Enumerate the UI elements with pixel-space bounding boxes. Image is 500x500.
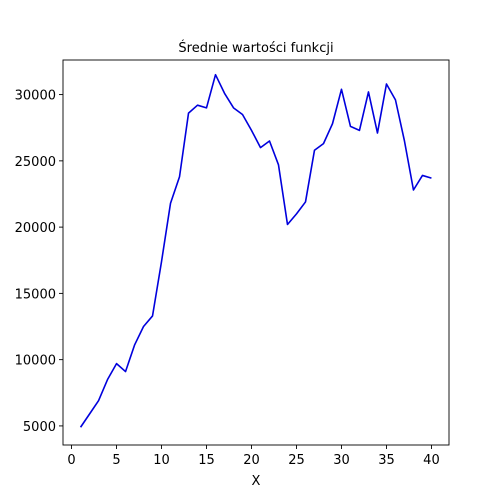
x-tick-label: 0 <box>67 453 75 468</box>
y-tick-label: 20000 <box>15 221 56 236</box>
y-axis-ticks: 5000 10000 15000 20000 25000 30000 <box>15 89 63 435</box>
y-tick-label: 15000 <box>15 287 56 302</box>
x-tick-label: 10 <box>153 453 170 468</box>
x-axis-title: X <box>252 474 261 489</box>
y-tick-label: 5000 <box>23 420 56 435</box>
x-tick-label: 40 <box>423 453 440 468</box>
x-tick-label: 35 <box>378 453 395 468</box>
chart-title: Średnie wartości funkcji <box>178 40 333 56</box>
x-tick-label: 25 <box>288 453 305 468</box>
x-tick-label: 15 <box>198 453 215 468</box>
x-tick-label: 20 <box>243 453 260 468</box>
plot-area <box>62 59 450 446</box>
x-tick-label: 5 <box>112 453 120 468</box>
x-axis-ticks: 0 5 10 15 20 25 30 35 40 <box>67 445 440 468</box>
series-line-0 <box>79 73 432 428</box>
y-tick-label: 25000 <box>15 155 56 170</box>
plot-frame <box>62 59 450 446</box>
y-tick-label: 10000 <box>15 354 56 369</box>
y-tick-label: 30000 <box>15 89 56 104</box>
x-tick-label: 30 <box>333 453 350 468</box>
